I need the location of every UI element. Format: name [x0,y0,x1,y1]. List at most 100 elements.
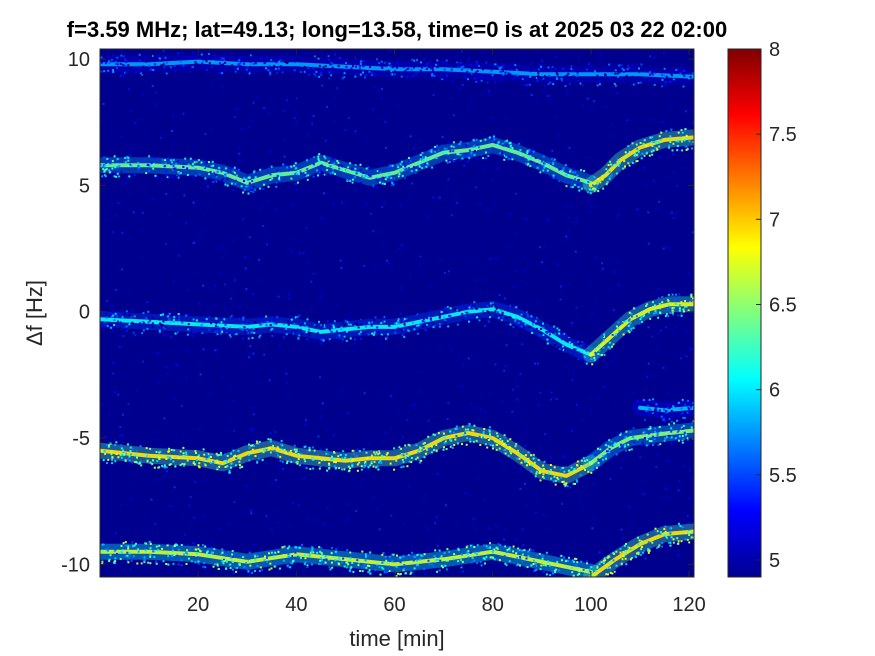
trace-point [595,466,598,469]
speckle-dot [685,355,688,358]
trace-point [665,410,668,412]
trace-point [104,67,107,70]
speckle-dot [428,537,431,540]
trace-point [688,541,691,544]
speckle-dot [210,65,213,68]
speckle-dot [514,269,517,272]
trace-point [609,566,611,569]
speckle-dot [202,348,205,351]
speckle-dot [488,258,490,260]
trace-point [527,457,530,460]
trace-point [457,549,460,551]
speckle-dot [493,435,496,438]
speckle-dot [590,206,593,209]
trace-point [309,468,312,470]
speckle-dot [692,231,694,234]
speckle-dot [125,465,128,468]
speckle-dot [631,392,634,395]
speckle-dot [520,268,522,270]
trace-point [194,63,197,66]
speckle-dot [472,256,475,259]
trace-point [138,65,141,68]
speckle-dot [610,124,613,127]
trace-point [194,548,197,551]
trace-point [512,304,515,307]
speckle-dot [303,285,306,288]
trace-point [392,183,395,186]
trace-point [454,438,457,441]
speckle-dot [377,443,380,446]
trace-point [311,457,314,460]
speckle-dot [203,451,205,454]
trace-point [345,330,348,333]
trace-point [455,157,458,160]
trace-point [680,314,683,317]
speckle-dot [687,402,690,405]
speckle-dot [427,419,430,422]
trace-point [232,455,235,458]
speckle-dot [369,541,372,544]
trace-point [587,191,590,194]
speckle-dot [252,72,255,75]
speckle-dot [174,229,177,231]
trace-point [675,139,678,142]
trace-point [337,455,340,458]
trace-point [517,449,519,452]
speckle-dot [207,185,209,188]
trace-point [308,446,311,449]
trace-point [608,555,611,558]
trace-point [120,54,123,57]
trace-point [173,319,175,322]
speckle-dot [222,257,225,260]
trace-point [216,459,219,462]
trace-point [125,310,128,313]
speckle-dot [558,134,561,137]
speckle-dot [615,260,618,263]
speckle-dot [469,151,472,154]
speckle-dot [382,242,385,245]
speckle-dot [286,99,289,102]
trace-point [138,324,141,327]
speckle-dot [559,57,562,60]
speckle-dot [505,117,508,120]
trace-point [612,559,615,562]
trace-point [293,330,296,333]
trace-point [222,562,225,565]
trace-point [448,551,451,553]
trace-point [462,319,465,322]
trace-point [649,136,652,139]
speckle-dot [184,486,187,489]
trace-point [272,444,274,447]
trace-point [120,73,123,76]
trace-point [556,561,559,563]
speckle-dot [125,273,128,276]
speckle-dot [412,394,414,397]
trace-point [351,459,354,462]
speckle-dot [307,522,310,525]
trace-point [201,544,204,546]
speckle-dot [646,237,649,240]
trace-point [131,545,134,548]
trace-point [639,318,642,321]
trace-point [586,459,589,462]
speckle-dot [496,104,499,107]
speckle-dot [378,187,381,189]
speckle-dot [200,187,203,190]
trace-point [662,417,665,420]
trace-point [172,167,175,170]
trace-point [671,293,674,296]
speckle-dot [249,123,252,126]
speckle-dot [544,245,547,248]
speckle-dot [570,429,573,432]
speckle-dot [115,218,118,221]
trace-point [447,325,450,328]
trace-point [164,56,167,59]
trace-point [119,558,122,560]
trace-point [385,569,388,572]
speckle-dot [526,231,529,234]
speckle-dot [609,478,612,480]
trace-point [139,322,141,325]
trace-point [558,168,561,171]
trace-point [110,171,113,174]
speckle-dot [549,508,552,511]
